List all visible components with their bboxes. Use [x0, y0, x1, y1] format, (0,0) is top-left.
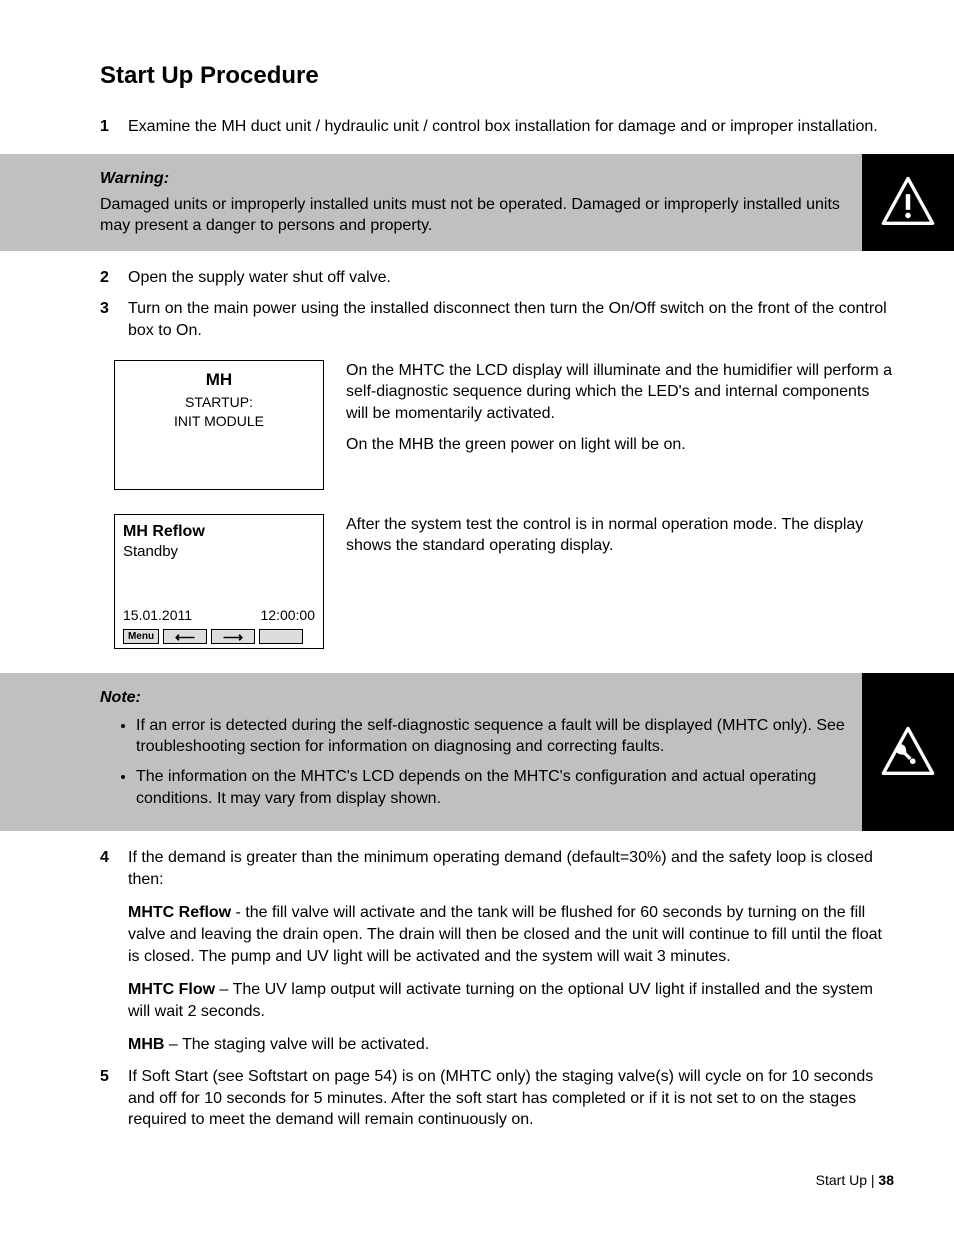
step-paragraph: MHB – The staging valve will be activate…: [128, 1034, 894, 1056]
lcd-description: After the system test the control is in …: [346, 514, 894, 557]
page-title: Start Up Procedure: [100, 60, 894, 92]
note-title: Note:: [100, 687, 850, 709]
page-footer: Start Up | 38: [100, 1171, 894, 1190]
step-paragraph: MHTC Reflow - the fill valve will activa…: [128, 902, 894, 967]
step-3: 3 Turn on the main power using the insta…: [100, 298, 894, 341]
step-number: 3: [100, 298, 128, 341]
lcd-line: INIT MODULE: [115, 412, 323, 431]
step-paragraph: MHTC Flow – The UV lamp output will acti…: [128, 979, 894, 1022]
step-number: 5: [100, 1066, 128, 1131]
lcd-status: Standby: [123, 542, 315, 562]
left-arrow-button[interactable]: ⟵: [163, 629, 207, 644]
step-text: If the demand is greater than the minimu…: [128, 847, 894, 890]
lcd-menubar: Menu ⟵ ⟶: [123, 629, 315, 644]
lcd-date: 15.01.2011: [123, 606, 192, 625]
blank-button[interactable]: [259, 629, 303, 644]
step-4: 4 If the demand is greater than the mini…: [100, 847, 894, 1056]
step-number: 1: [100, 116, 128, 138]
note-bullet: If an error is detected during the self-…: [136, 715, 850, 758]
step-2: 2 Open the supply water shut off valve.: [100, 267, 894, 289]
page-number: 38: [878, 1172, 894, 1188]
mhtc-reflow-label: MHTC Reflow: [128, 904, 231, 921]
step-text: If Soft Start (see Softstart on page 54)…: [128, 1066, 894, 1131]
service-icon: [862, 673, 954, 831]
mhb-label: MHB: [128, 1036, 164, 1053]
step-text: Examine the MH duct unit / hydraulic uni…: [128, 116, 894, 138]
step-number: 4: [100, 847, 128, 1056]
warning-callout: Warning: Damaged units or improperly ins…: [0, 154, 954, 251]
mhtc-flow-text: – The UV lamp output will activate turni…: [128, 981, 873, 1020]
step-text: Turn on the main power using the install…: [128, 298, 894, 341]
lcd-title: MH Reflow: [123, 521, 315, 543]
note-bullet: The information on the MHTC's LCD depend…: [136, 766, 850, 809]
warning-title: Warning:: [100, 168, 850, 190]
step-text: Open the supply water shut off valve.: [128, 267, 894, 289]
lcd-time: 12:00:00: [261, 606, 316, 625]
lcd-description: On the MHTC the LCD display will illumin…: [346, 360, 894, 425]
lcd-reflow-display: MH Reflow Standby 15.01.2011 12:00:00 Me…: [114, 514, 324, 650]
lcd-startup-display: MH STARTUP: INIT MODULE: [114, 360, 324, 490]
step-5: 5 If Soft Start (see Softstart on page 5…: [100, 1066, 894, 1131]
step-1: 1 Examine the MH duct unit / hydraulic u…: [100, 116, 894, 138]
footer-section: Start Up |: [816, 1172, 879, 1188]
step-number: 2: [100, 267, 128, 289]
note-callout: Note: If an error is detected during the…: [0, 673, 954, 831]
menu-button[interactable]: Menu: [123, 629, 159, 644]
lcd-description: On the MHB the green power on light will…: [346, 434, 894, 456]
lcd-line: MH: [115, 369, 323, 392]
mhtc-flow-label: MHTC Flow: [128, 981, 215, 998]
right-arrow-button[interactable]: ⟶: [211, 629, 255, 644]
warning-icon: [862, 154, 954, 251]
mhb-text: – The staging valve will be activated.: [164, 1036, 429, 1053]
mhtc-reflow-text: - the fill valve will activate and the t…: [128, 904, 882, 964]
warning-text: Damaged units or improperly installed un…: [100, 194, 850, 237]
lcd-line: STARTUP:: [115, 393, 323, 412]
